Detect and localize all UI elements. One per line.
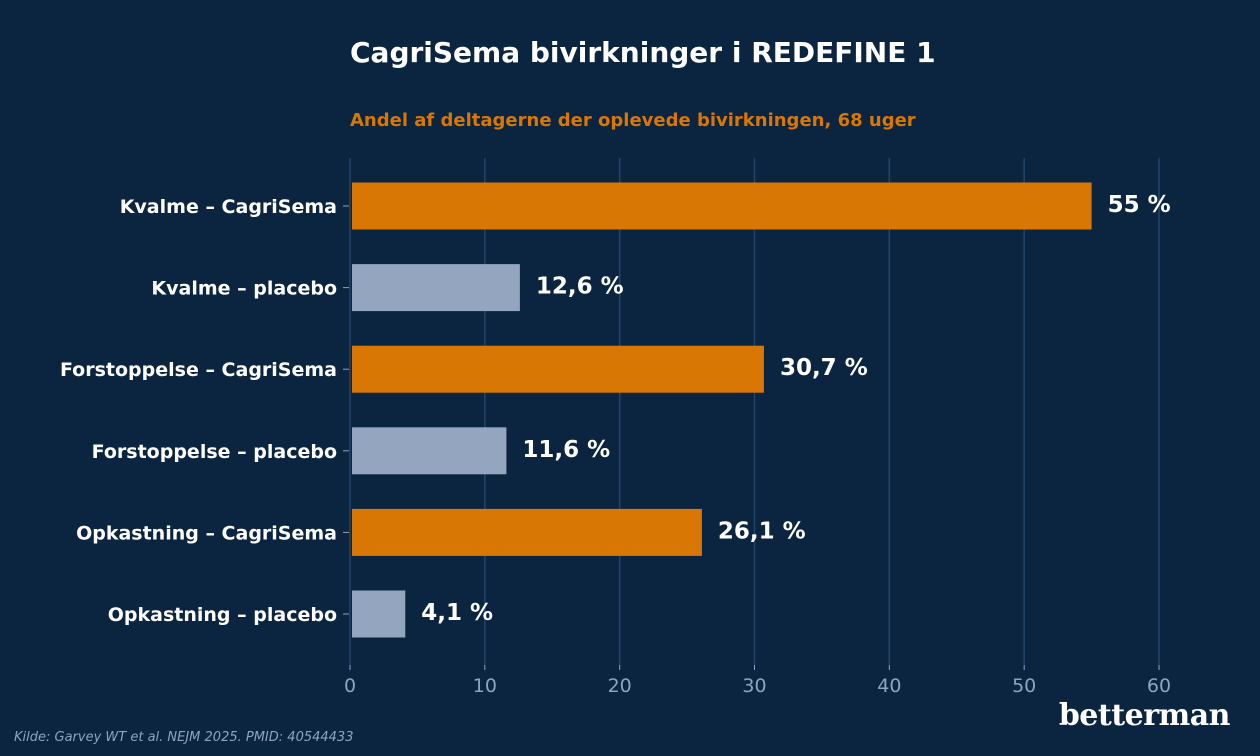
x-tick-label: 30 <box>742 675 766 697</box>
bar <box>352 427 507 475</box>
x-tick-label: 40 <box>877 675 901 697</box>
category-label: Forstoppelse – placebo <box>92 441 337 463</box>
value-labels: 55 % 12,6 % 30,7 % 11,6 % 26,1 % 4,1 % <box>421 192 1170 626</box>
value-label: 55 % <box>1108 192 1171 218</box>
bar <box>352 345 764 393</box>
category-label: Forstoppelse – CagriSema <box>60 359 337 381</box>
category-label: Opkastning – CagriSema <box>76 522 337 544</box>
x-tick-label: 10 <box>473 675 497 697</box>
x-axis-ticks: 0 10 20 30 40 50 60 <box>343 205 1171 697</box>
category-label: Kvalme – CagriSema <box>120 196 337 218</box>
x-tick-label: 60 <box>1147 675 1171 697</box>
x-tick-label: 20 <box>608 675 632 697</box>
bar <box>352 182 1092 230</box>
value-label: 11,6 % <box>522 437 610 463</box>
value-label: 12,6 % <box>536 274 624 300</box>
bar <box>352 264 520 312</box>
x-tick-label: 0 <box>344 675 356 697</box>
category-label: Opkastning – placebo <box>108 604 337 626</box>
grid-lines <box>349 158 1160 665</box>
category-labels: Kvalme – CagriSema Kvalme – placebo Forsto… <box>60 196 337 626</box>
value-label: 26,1 % <box>718 518 806 544</box>
source-note: Kilde: Garvey WT et al. NEJM 2025. PMID:… <box>14 730 354 745</box>
category-label: Kvalme – placebo <box>151 278 337 300</box>
bar <box>352 590 406 638</box>
brand-logo: betterman <box>1058 698 1231 733</box>
bars <box>352 182 1092 638</box>
chart-subtitle: Andel af deltagerne der oplevede bivirkn… <box>350 110 916 131</box>
value-label: 4,1 % <box>421 600 493 626</box>
value-label: 30,7 % <box>780 355 868 381</box>
bar <box>352 508 702 556</box>
chart-title: CagriSema bivirkninger i REDEFINE 1 <box>350 36 936 69</box>
x-tick-label: 50 <box>1012 675 1036 697</box>
